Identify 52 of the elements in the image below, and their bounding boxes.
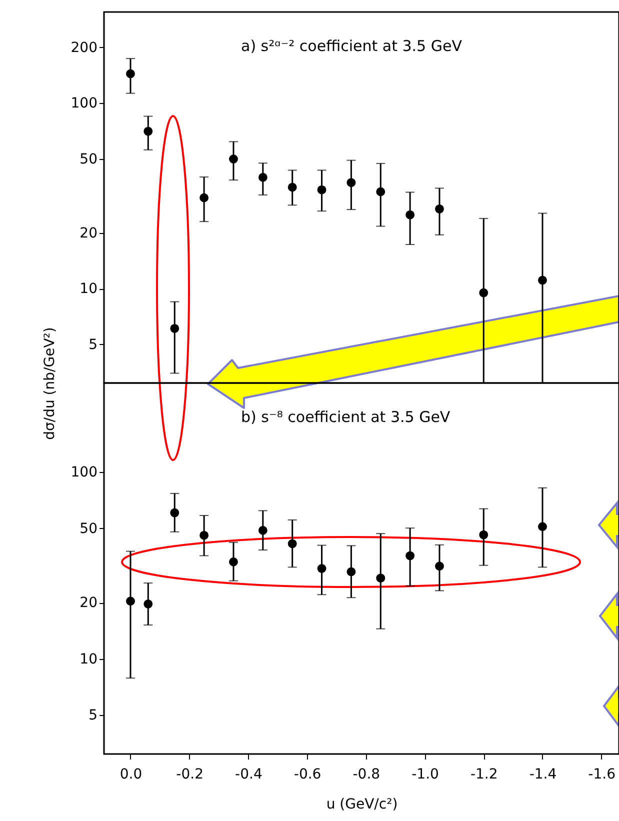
point [200,193,209,202]
x-tick-label: -0.4 [235,766,262,782]
x-tick-label: -1.4 [529,766,557,782]
annotation: b) s⁻⁸ coefficient at 3.5 GeV [241,408,451,426]
point [170,508,180,518]
point [317,564,326,573]
x-tick-label: -0.6 [294,766,322,782]
point [229,557,238,566]
y-tick-label: 5 [88,708,98,724]
x-tick-label: -0.8 [352,766,380,782]
point [479,530,488,540]
point [376,574,386,583]
point [435,204,444,214]
y-tick-label: 50 [80,151,98,168]
point [406,210,415,220]
point [258,172,268,182]
point [229,154,238,164]
x-axis-title: u (GeV/c²) [326,796,398,812]
point [317,185,326,194]
y-tick-label: 5 [88,336,98,353]
point [200,530,209,540]
y-tick-label: 20 [80,225,98,242]
x-tick-label: -1.6 [588,766,616,782]
point [288,182,297,192]
y-axis-title: dσ/du (nb/GeV²) [42,327,58,440]
point [144,599,153,608]
point [435,562,444,571]
x-tick-label: -1.0 [412,766,439,782]
point [479,288,488,298]
point [126,69,135,78]
point [346,567,356,576]
y-tick-label: 20 [80,595,98,612]
point [538,276,547,285]
point [538,522,547,532]
y-tick-label: 100 [70,464,98,481]
point [126,596,135,606]
point [346,178,356,188]
point [258,526,268,535]
annotation: a) s²ᵅ⁻² coefficient at 3.5 GeV [241,37,463,55]
y-tick-label: 200 [70,40,98,56]
y-tick-label: 100 [70,96,98,112]
y-tick-label: 10 [80,651,98,668]
point [144,126,153,136]
y-tick-label: 50 [80,520,98,537]
x-tick-label: -1.2 [470,766,498,782]
y-tick-label: 10 [80,281,98,298]
point [288,539,297,548]
point [170,324,180,333]
x-tick-label: 0.0 [120,766,142,782]
point [406,551,415,560]
x-tick-label: -0.2 [176,766,204,782]
point [376,187,386,196]
